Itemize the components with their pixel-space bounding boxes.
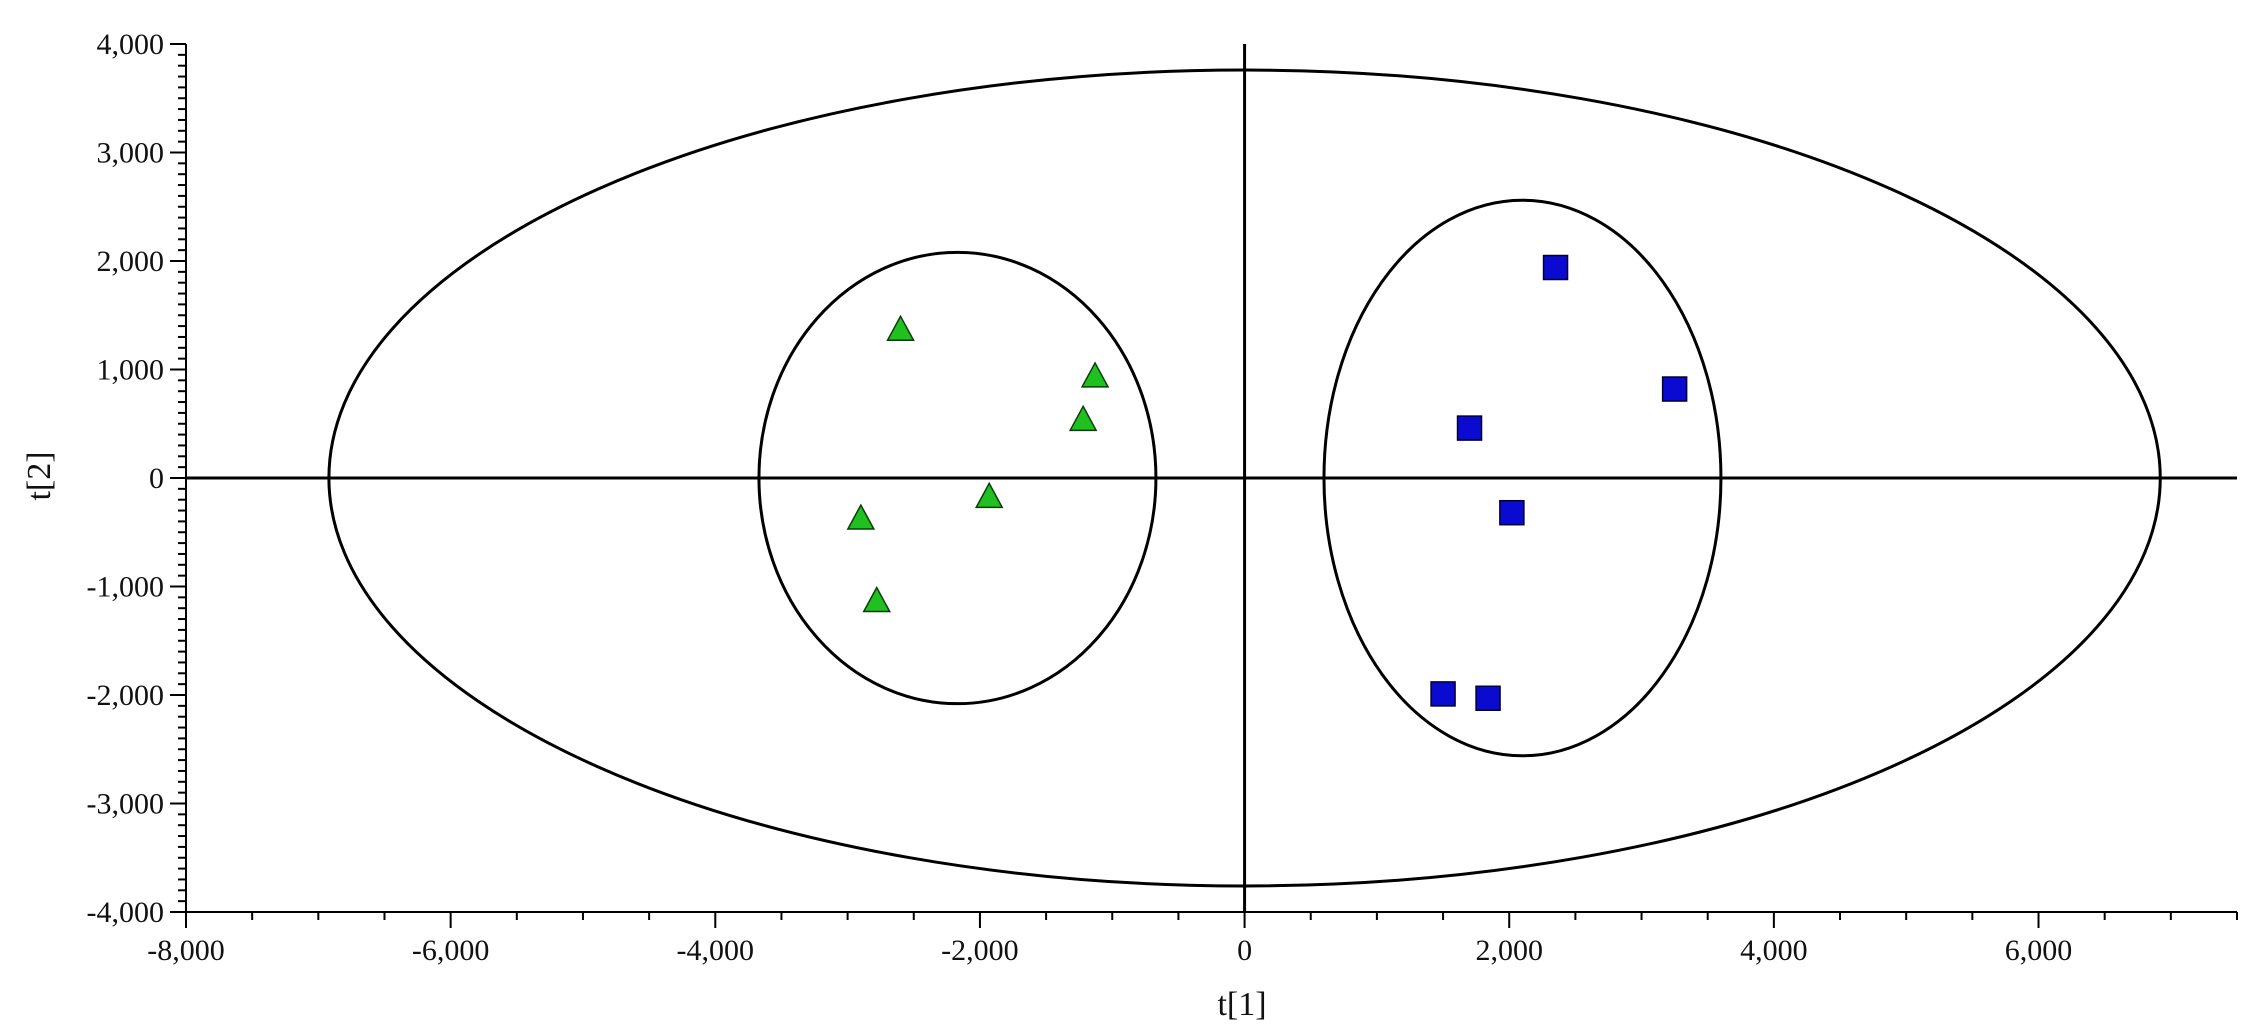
square-point xyxy=(1542,254,1569,281)
square-point xyxy=(1499,499,1525,526)
square-point xyxy=(1661,376,1688,402)
y-tick-label: 2,000 xyxy=(97,245,165,278)
x-tick-label: 4,000 xyxy=(1740,934,1808,967)
y-tick-label: 1,000 xyxy=(97,354,165,387)
triangle-point xyxy=(862,585,891,613)
x-axis-title: t[1] xyxy=(1217,986,1266,1023)
triangle-point xyxy=(1068,404,1098,432)
y-tick-label: -4,000 xyxy=(87,896,165,929)
square-point xyxy=(1456,415,1483,441)
y-tick-label: 3,000 xyxy=(97,137,165,170)
x-tick-label: -4,000 xyxy=(677,934,755,967)
y-tick-label: -1,000 xyxy=(87,571,165,604)
square-point xyxy=(1430,681,1456,707)
triangle-point xyxy=(974,481,1004,509)
x-tick-label: 0 xyxy=(1237,934,1252,967)
data-points xyxy=(846,254,1688,712)
y-tick-label: -3,000 xyxy=(87,788,165,821)
x-tick-label: -8,000 xyxy=(147,934,225,967)
reference-lines xyxy=(186,44,2237,912)
triangle-point xyxy=(1080,361,1110,388)
plot-area xyxy=(186,44,2237,912)
x-tick-label: 6,000 xyxy=(2005,934,2073,967)
triangle-point xyxy=(886,314,915,342)
y-tick-label: -2,000 xyxy=(87,679,165,712)
y-tick-label: 4,000 xyxy=(97,28,165,61)
y-tick-label: 0 xyxy=(149,462,164,495)
triangle-point xyxy=(846,503,876,530)
x-tick-label: -6,000 xyxy=(412,934,490,967)
x-tick-label: 2,000 xyxy=(1475,934,1543,967)
square-point xyxy=(1475,685,1501,712)
x-axis: -8,000 -6,000 -4,000 -2,000 0 2,000 4,000 6,000 xyxy=(147,911,2238,967)
y-axis-title: t[2] xyxy=(21,451,58,500)
x-tick-label: -2,000 xyxy=(941,934,1019,967)
y-axis: -4,000 -3,000 -2,000 -1,000 0 1,000 2,000 3,000… xyxy=(87,28,187,929)
